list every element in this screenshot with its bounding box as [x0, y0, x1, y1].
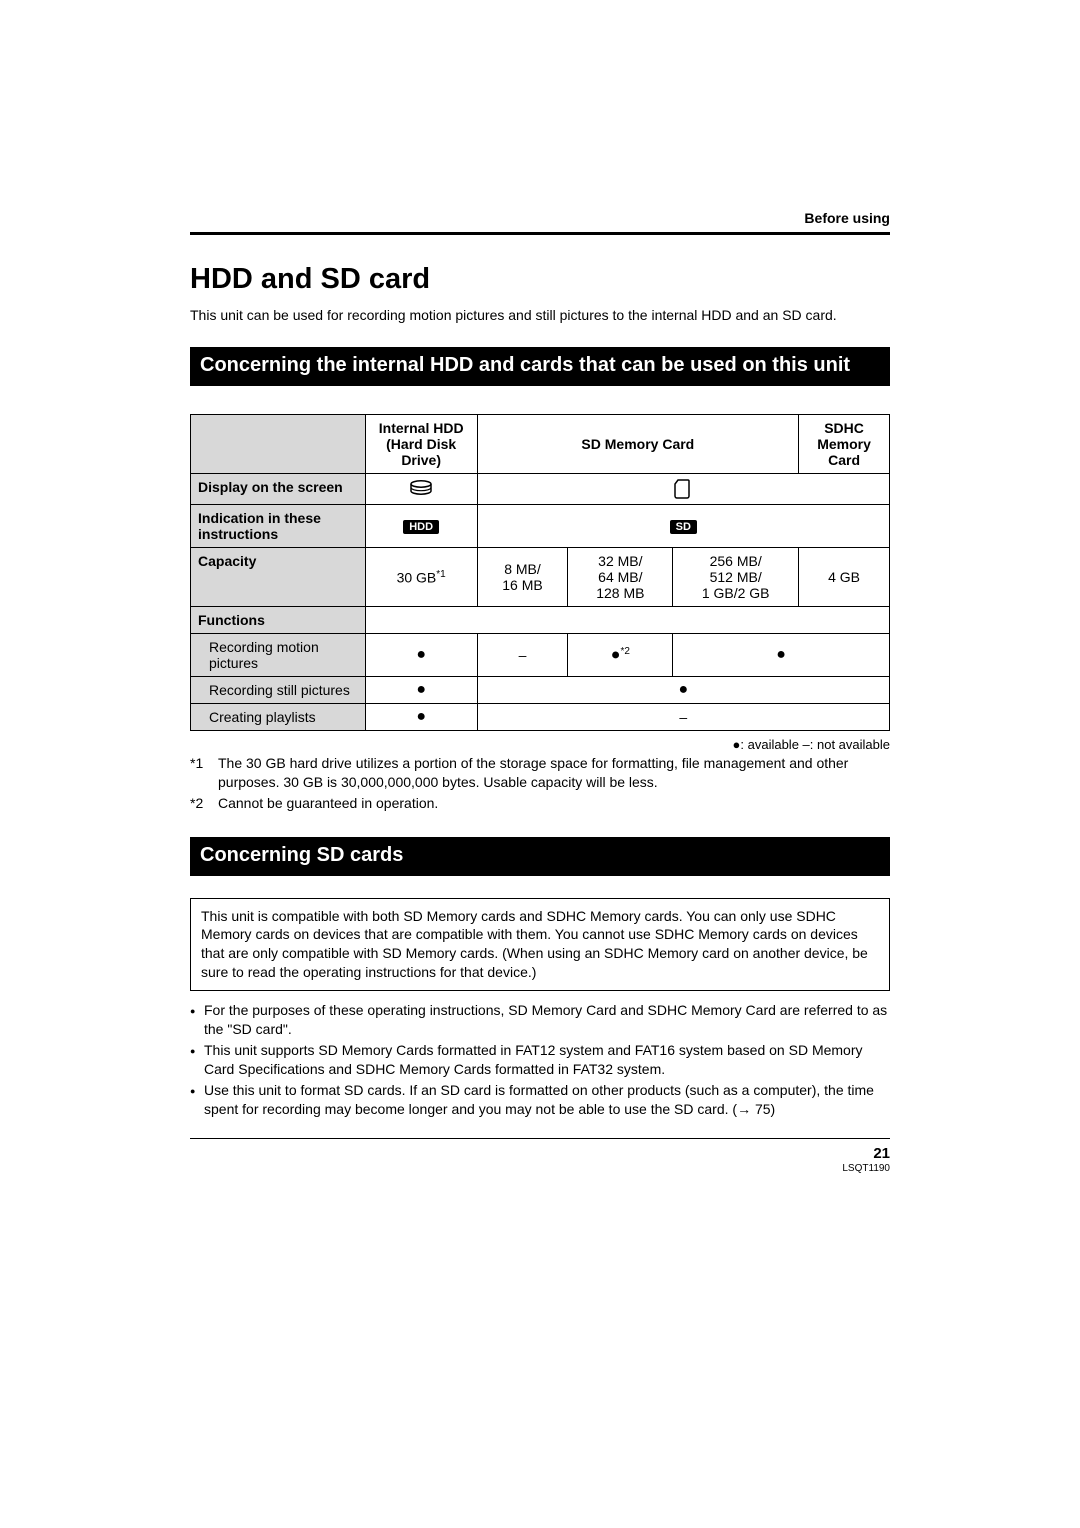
footnote-1: *1 The 30 GB hard drive utilizes a porti…: [190, 754, 890, 792]
page-number: 21: [190, 1145, 890, 1162]
label-functions: Functions: [191, 606, 366, 633]
pl-sd: –: [477, 703, 889, 730]
col-hdd: Internal HDD (Hard Disk Drive): [365, 414, 477, 473]
footnote-2-marker: *2: [190, 794, 218, 813]
row-display: Display on the screen: [191, 473, 890, 504]
hdd-screen-icon: [365, 473, 477, 504]
cap-sdhc: 4 GB: [799, 547, 890, 606]
col-sd: SD Memory Card: [477, 414, 799, 473]
functions-blank: [365, 606, 889, 633]
footnote-2: *2 Cannot be guaranteed in operation.: [190, 794, 890, 813]
label-display: Display on the screen: [191, 473, 366, 504]
badge-sd-cell: SD: [477, 504, 889, 547]
row-functions: Functions: [191, 606, 890, 633]
rm-sd2: ●*2: [568, 633, 673, 676]
cap-sd1: 8 MB/ 16 MB: [477, 547, 568, 606]
bullet-item: For the purposes of these operating inst…: [190, 1001, 890, 1039]
row-playlists: Creating playlists ● –: [191, 703, 890, 730]
table-header-row: Internal HDD (Hard Disk Drive) SD Memory…: [191, 414, 890, 473]
label-playlists: Creating playlists: [191, 703, 366, 730]
row-capacity: Capacity 30 GB*1 8 MB/ 16 MB 32 MB/ 64 M…: [191, 547, 890, 606]
note-box: This unit is compatible with both SD Mem…: [190, 898, 890, 992]
row-rec-motion: Recording motion pictures ● – ●*2 ●: [191, 633, 890, 676]
badge-hdd-cell: HDD: [365, 504, 477, 547]
rs-hdd: ●: [365, 676, 477, 703]
row-indication: Indication in these instructions HDD SD: [191, 504, 890, 547]
row-rec-still: Recording still pictures ● ●: [191, 676, 890, 703]
section1-heading: Concerning the internal HDD and cards th…: [190, 347, 890, 386]
label-rec-motion: Recording motion pictures: [191, 633, 366, 676]
header-blank: [191, 414, 366, 473]
header-rule: [190, 232, 890, 235]
label-capacity: Capacity: [191, 547, 366, 606]
intro-text: This unit can be used for recording moti…: [190, 306, 890, 325]
rm-sd1: –: [477, 633, 568, 676]
label-rec-still: Recording still pictures: [191, 676, 366, 703]
hdd-icon: [409, 480, 433, 498]
rm-sd3-sdhc: ●: [673, 633, 890, 676]
table-legend: ●: available –: not available: [190, 737, 890, 752]
badge-sd: SD: [670, 520, 697, 534]
footnote-1-marker: *1: [190, 754, 218, 792]
page-title: HDD and SD card: [190, 263, 890, 296]
cap-sd3: 256 MB/ 512 MB/ 1 GB/2 GB: [673, 547, 799, 606]
rs-sd: ●: [477, 676, 889, 703]
header-label: Before using: [190, 210, 890, 226]
footnote-1-text: The 30 GB hard drive utilizes a portion …: [218, 754, 890, 792]
cap-hdd: 30 GB*1: [365, 547, 477, 606]
footer-rule: [190, 1138, 890, 1139]
section2-heading: Concerning SD cards: [190, 837, 890, 876]
footnote-2-text: Cannot be guaranteed in operation.: [218, 794, 438, 813]
doc-code: LSQT1190: [190, 1163, 890, 1174]
bullet-item: This unit supports SD Memory Cards forma…: [190, 1041, 890, 1079]
manual-page: Before using HDD and SD card This unit c…: [0, 0, 1080, 1174]
col-sdhc: SDHC Memory Card: [799, 414, 890, 473]
footnotes: *1 The 30 GB hard drive utilizes a porti…: [190, 754, 890, 813]
rm-hdd: ●: [365, 633, 477, 676]
badge-hdd: HDD: [403, 520, 439, 534]
sd-card-icon: [674, 479, 692, 499]
cap-sd2: 32 MB/ 64 MB/ 128 MB: [568, 547, 673, 606]
pl-hdd: ●: [365, 703, 477, 730]
bullet-list: For the purposes of these operating inst…: [190, 1001, 890, 1118]
spec-table: Internal HDD (Hard Disk Drive) SD Memory…: [190, 414, 890, 731]
sd-screen-icon: [477, 473, 889, 504]
label-indication: Indication in these instructions: [191, 504, 366, 547]
bullet-item: Use this unit to format SD cards. If an …: [190, 1081, 890, 1119]
